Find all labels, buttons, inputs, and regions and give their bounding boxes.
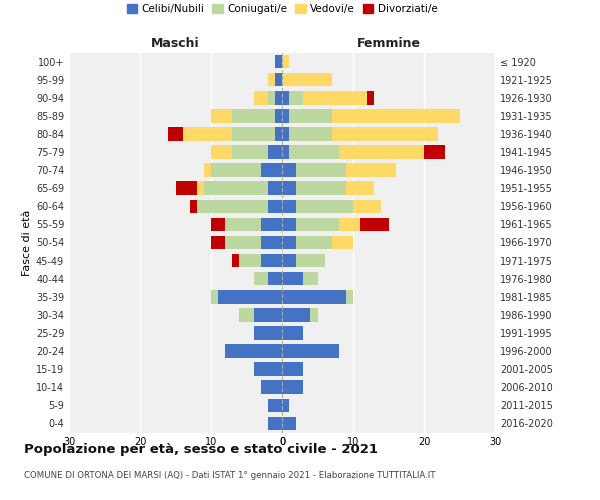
Bar (282, 398, 289, 412)
Bar (296, 182, 346, 195)
Bar (282, 218, 296, 231)
Bar (268, 272, 282, 285)
Bar (282, 308, 310, 322)
Bar (232, 254, 239, 268)
Bar (260, 254, 282, 268)
Bar (339, 145, 424, 159)
Y-axis label: Fasce di età: Fasce di età (22, 210, 32, 276)
Bar (275, 73, 282, 86)
Bar (282, 254, 296, 268)
Bar (339, 218, 360, 231)
Bar (282, 182, 296, 195)
Bar (268, 398, 282, 412)
Bar (197, 200, 268, 213)
Bar (282, 164, 296, 177)
Bar (282, 91, 289, 104)
Bar (296, 164, 346, 177)
Bar (211, 164, 260, 177)
Bar (282, 55, 289, 68)
Bar (360, 218, 389, 231)
Bar (296, 218, 339, 231)
Bar (275, 55, 282, 68)
Bar (169, 127, 182, 140)
Bar (182, 127, 232, 140)
Bar (260, 380, 282, 394)
Bar (211, 236, 225, 250)
Bar (204, 182, 268, 195)
Bar (282, 416, 296, 430)
Bar (310, 308, 317, 322)
Bar (332, 127, 438, 140)
Bar (268, 145, 282, 159)
Bar (197, 182, 204, 195)
Bar (239, 254, 260, 268)
Bar (211, 218, 225, 231)
Bar (268, 182, 282, 195)
Bar (282, 236, 296, 250)
Bar (211, 290, 218, 304)
Bar (232, 127, 275, 140)
Bar (254, 362, 282, 376)
Bar (282, 290, 346, 304)
Text: Popolazione per età, sesso e stato civile - 2021: Popolazione per età, sesso e stato civil… (24, 442, 378, 456)
Title: Femmine: Femmine (356, 37, 421, 50)
Bar (232, 109, 275, 122)
Bar (346, 290, 353, 304)
Bar (232, 145, 268, 159)
Bar (260, 164, 282, 177)
Bar (282, 73, 332, 86)
Bar (282, 272, 304, 285)
Bar (254, 91, 268, 104)
Bar (225, 344, 282, 358)
Bar (296, 254, 325, 268)
Bar (282, 362, 304, 376)
Bar (282, 380, 304, 394)
Bar (239, 308, 254, 322)
Bar (346, 182, 374, 195)
Title: Maschi: Maschi (151, 37, 200, 50)
Bar (332, 236, 353, 250)
Bar (254, 272, 268, 285)
Bar (260, 236, 282, 250)
Bar (218, 290, 282, 304)
Bar (204, 164, 211, 177)
Bar (254, 308, 282, 322)
Bar (275, 127, 282, 140)
Bar (275, 91, 282, 104)
Bar (289, 91, 304, 104)
Bar (260, 218, 282, 231)
Legend: Celibi/Nubili, Coniugati/e, Vedovi/e, Divorziati/e: Celibi/Nubili, Coniugati/e, Vedovi/e, Di… (122, 0, 442, 18)
Bar (304, 272, 317, 285)
Bar (282, 344, 339, 358)
Bar (268, 91, 275, 104)
Bar (296, 200, 353, 213)
Bar (211, 145, 232, 159)
Bar (353, 200, 382, 213)
Bar (424, 145, 445, 159)
Bar (332, 109, 460, 122)
Bar (254, 326, 282, 340)
Text: COMUNE DI ORTONA DEI MARSI (AQ) - Dati ISTAT 1° gennaio 2021 - Elaborazione TUTT: COMUNE DI ORTONA DEI MARSI (AQ) - Dati I… (24, 471, 436, 480)
Bar (190, 200, 197, 213)
Bar (282, 200, 296, 213)
Bar (176, 182, 197, 195)
Bar (289, 145, 339, 159)
Bar (268, 416, 282, 430)
Bar (304, 91, 367, 104)
Bar (211, 109, 232, 122)
Bar (282, 145, 289, 159)
Bar (268, 200, 282, 213)
Bar (346, 164, 395, 177)
Bar (225, 218, 260, 231)
Bar (225, 236, 260, 250)
Bar (282, 326, 304, 340)
Bar (275, 109, 282, 122)
Bar (367, 91, 374, 104)
Bar (268, 73, 275, 86)
Bar (289, 127, 332, 140)
Bar (282, 127, 289, 140)
Bar (289, 109, 332, 122)
Bar (282, 109, 289, 122)
Bar (296, 236, 332, 250)
